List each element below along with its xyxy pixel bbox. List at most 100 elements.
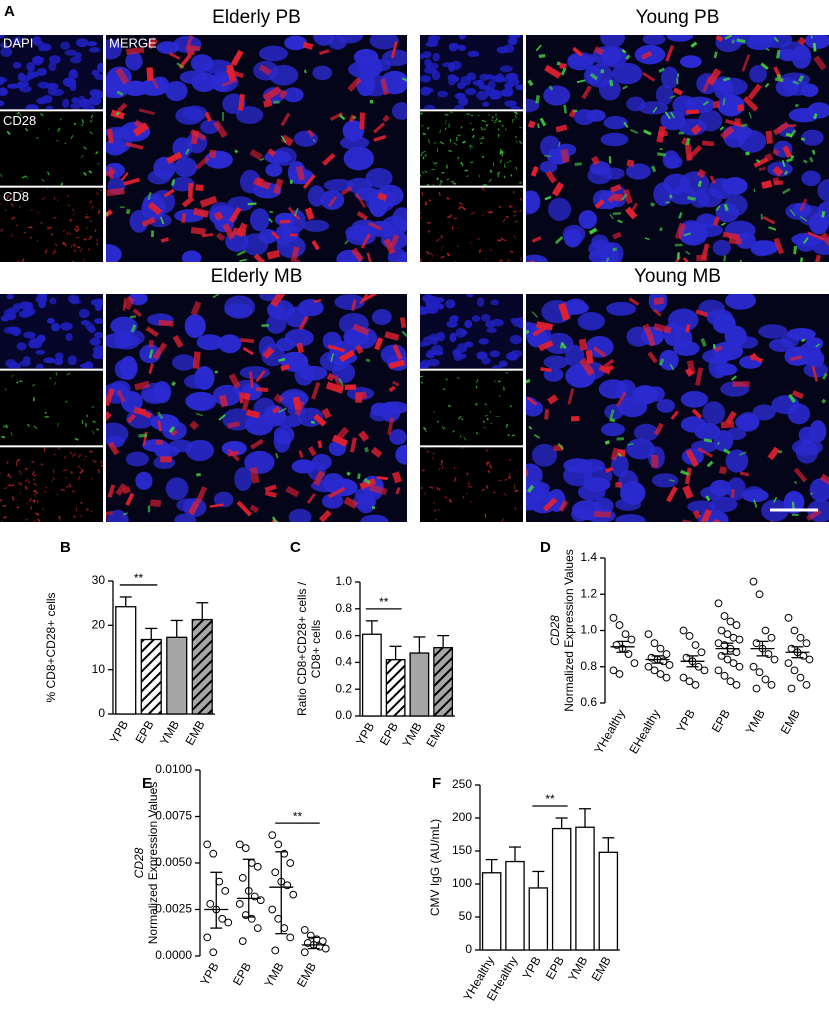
cd28-signal bbox=[130, 324, 137, 333]
cd8-signal bbox=[594, 199, 605, 210]
signal bbox=[60, 489, 65, 491]
signal bbox=[0, 173, 3, 178]
signal bbox=[466, 294, 474, 298]
cd8-signal bbox=[351, 247, 364, 262]
cd8-signal bbox=[701, 75, 713, 93]
signal bbox=[16, 342, 27, 351]
signal bbox=[7, 472, 11, 477]
y-tick-label: 0.0075 bbox=[155, 809, 192, 823]
cd8-signal bbox=[222, 222, 236, 240]
nucleus bbox=[647, 386, 665, 402]
cd28-signal bbox=[600, 69, 605, 74]
nucleus bbox=[803, 362, 829, 378]
signal bbox=[48, 127, 50, 130]
y-tick-label: 0.0025 bbox=[155, 902, 192, 916]
cd28-signal bbox=[665, 201, 670, 204]
cd8-signal bbox=[682, 257, 693, 262]
signal bbox=[503, 165, 506, 168]
data-point bbox=[286, 859, 295, 867]
cd28-signal bbox=[116, 90, 124, 97]
cd8-signal bbox=[373, 122, 386, 134]
signal bbox=[52, 469, 55, 473]
cd8-signal bbox=[145, 326, 159, 338]
nucleus bbox=[612, 62, 643, 85]
cd28-signal bbox=[659, 147, 663, 151]
signal bbox=[78, 308, 90, 319]
cd28-signal bbox=[799, 257, 803, 262]
significance-label: ** bbox=[293, 809, 303, 823]
nucleus bbox=[224, 303, 253, 318]
cd28-signal bbox=[722, 76, 731, 82]
signal bbox=[0, 47, 13, 58]
cd28-signal bbox=[788, 393, 796, 404]
signal bbox=[493, 491, 496, 494]
signal bbox=[432, 502, 435, 505]
x-tick-label: YMB bbox=[157, 718, 182, 748]
x-tick-label: EPB bbox=[709, 707, 733, 735]
cd8-signal bbox=[601, 358, 615, 370]
signal bbox=[516, 317, 523, 323]
signal bbox=[65, 486, 69, 488]
cd8-signal bbox=[279, 219, 291, 224]
data-point bbox=[726, 617, 735, 626]
signal bbox=[12, 61, 22, 69]
nucleus bbox=[221, 440, 247, 456]
signal bbox=[37, 211, 39, 214]
signal bbox=[470, 161, 474, 164]
signal bbox=[436, 420, 440, 423]
cd8-signal bbox=[359, 112, 365, 130]
x-tick-label: EPB bbox=[230, 960, 254, 988]
nucleus bbox=[678, 221, 708, 246]
signal bbox=[67, 195, 70, 198]
y-tick-label: 250 bbox=[452, 777, 472, 791]
signal bbox=[16, 81, 26, 89]
nucleus bbox=[620, 481, 646, 505]
y-tick-label: 0.4 bbox=[335, 655, 352, 669]
signal bbox=[19, 470, 21, 473]
signal bbox=[448, 404, 451, 408]
nucleus bbox=[265, 163, 283, 177]
x-tick-label: YPB bbox=[197, 960, 221, 988]
cd28-signal bbox=[731, 39, 735, 44]
signal bbox=[0, 100, 5, 107]
signal bbox=[66, 232, 70, 235]
nucleus bbox=[119, 355, 138, 380]
data-point bbox=[235, 840, 244, 849]
signal bbox=[28, 480, 30, 484]
cd8-signal bbox=[739, 471, 750, 477]
cd8-signal bbox=[311, 240, 320, 251]
signal bbox=[487, 114, 490, 116]
x-tick-label: EPB bbox=[377, 720, 401, 748]
cd8-signal bbox=[680, 137, 689, 146]
signal bbox=[485, 257, 488, 261]
signal bbox=[510, 250, 514, 253]
cd28-signal bbox=[609, 417, 616, 423]
cd28-signal bbox=[768, 226, 777, 231]
signal bbox=[421, 469, 425, 472]
data-point bbox=[662, 673, 671, 682]
data-point bbox=[802, 639, 811, 648]
signal bbox=[100, 464, 103, 468]
nucleus bbox=[258, 45, 288, 62]
signal bbox=[452, 182, 456, 185]
nucleus bbox=[213, 491, 234, 508]
data-point bbox=[796, 673, 805, 682]
data-point bbox=[732, 621, 741, 629]
cd8-signal bbox=[392, 380, 400, 387]
nucleus bbox=[601, 46, 628, 68]
cd8-signal bbox=[187, 182, 194, 198]
signal bbox=[2, 504, 7, 508]
nucleus bbox=[369, 59, 392, 72]
signal bbox=[16, 381, 19, 384]
signal bbox=[421, 171, 425, 174]
x-tick-label: EMB bbox=[589, 954, 614, 984]
signal bbox=[500, 237, 503, 241]
cd8-signal bbox=[592, 346, 607, 358]
signal bbox=[462, 495, 465, 499]
signal bbox=[68, 483, 72, 488]
signal bbox=[11, 204, 15, 207]
cd8-signal bbox=[578, 338, 588, 351]
signal bbox=[510, 106, 521, 110]
cd28-signal bbox=[791, 501, 795, 510]
cd8-signal bbox=[106, 388, 115, 407]
